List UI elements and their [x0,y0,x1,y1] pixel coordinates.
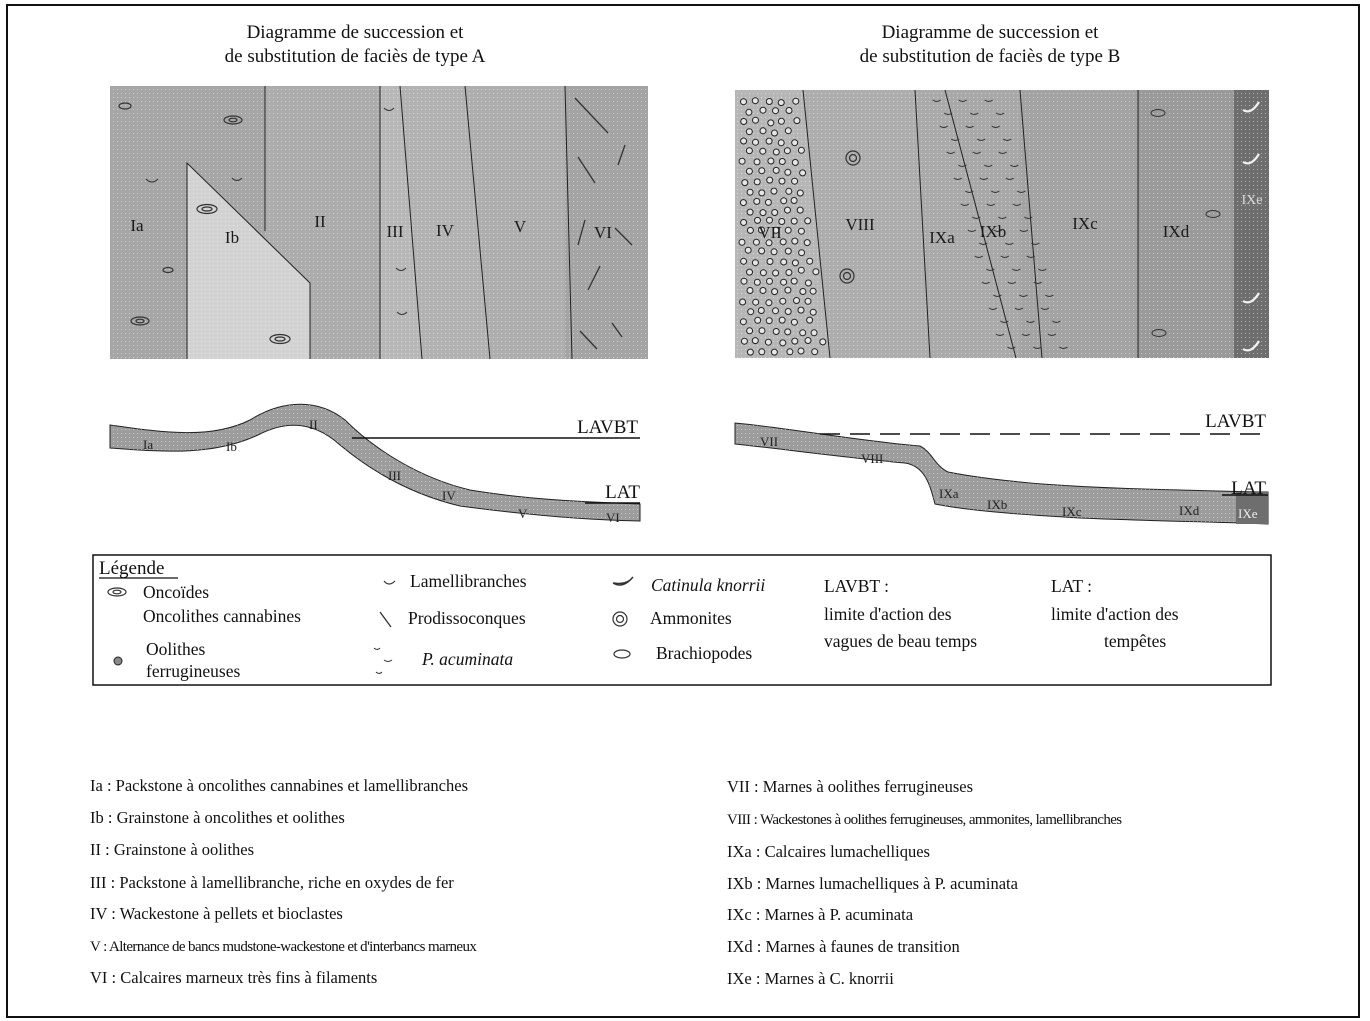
profile-a-label-vi: VI [606,510,620,525]
legend-p-acuminata: P. acuminata [421,649,513,669]
block-a-label-ia: Ia [130,216,144,235]
desc-ib: Ib : Grainstone à oncolithes et oolithes [90,808,345,827]
legend-prodissoconques: Prodissoconques [408,608,526,628]
legend-lat-title: LAT : [1051,576,1092,596]
profile-b-label-ixa: IXa [939,486,959,501]
legend-brachiopode-icon [613,649,631,659]
legend-ammonite-icon [612,611,628,627]
desc-ia: Ia : Packstone à oncolithes cannabines e… [90,776,468,795]
legend-p-acuminata-icon [373,647,393,674]
block-b-label-vii: VII [758,223,782,242]
legend-lamellibranch-icon [383,580,396,585]
profile-a-label-ia: Ia [143,437,153,452]
profile-b-label-vii: VII [760,434,778,449]
block-diagram-b: VII VIII IXa IXb IXc IXd IXe [735,89,1269,359]
desc-ixe: IXe : Marnes à C. knorrii [727,969,894,988]
block-a-label-ii: II [314,212,326,231]
desc-vi: VI : Calcaires marneux très fins à filam… [90,968,377,987]
desc-vii: VII : Marnes à oolithes ferrugineuses [727,777,973,796]
p-acuminata-icons [932,99,1068,349]
block-b-label-viii: VIII [845,215,875,234]
profile-a-label-v: V [518,506,528,521]
legend-oolithe-icon [113,656,123,666]
block-diagram-a: Ia Ib II III IV V VI [110,85,648,360]
legend-brachiopodes: Brachiopodes [656,643,752,663]
profile-b-ixe-zone [1236,492,1268,524]
legend-lat-line2: tempêtes [1104,631,1166,651]
title-a-line2: de substitution de faciès de type A [225,46,486,67]
profile-b-lat-label: LAT [1231,478,1266,499]
legend-box [92,554,1272,686]
block-b-label-ixb: IXb [980,222,1006,241]
prodissoconque-icons [574,97,633,350]
legend-lavbt-line1: limite d'action des [824,604,952,624]
oncoid-icons [118,102,291,345]
desc-ii: II : Grainstone à oolithes [90,840,254,859]
legend-oncoid-icon [107,587,127,597]
profile-b-lavbt-label: LAVBT [1205,411,1266,432]
profile-a-label-iii: III [388,468,401,483]
block-a-label-v: V [514,217,527,236]
block-b-label-ixc: IXc [1072,214,1098,233]
legend-heading: Légende [99,558,164,579]
legend: Légende Oncoïdes Oncolithes cannabines O… [92,554,1272,686]
profile-b-label-ixd: IXd [1179,503,1200,518]
desc-ixd: IXd : Marnes à faunes de transition [727,937,960,956]
block-b-labels: VII VIII IXa IXb IXc IXd IXe [758,193,1262,247]
block-a-label-vi: VI [594,223,612,242]
desc-iv: IV : Wackestone à pellets et bioclastes [90,904,343,923]
legend-oncoides: Oncoïdes [143,582,209,602]
desc-ixc: IXc : Marnes à P. acuminata [727,905,914,924]
title-a-line1: Diagramme de succession et [247,22,465,43]
block-a-label-iii: III [387,222,404,241]
profile-b-label-ixe: IXe [1238,506,1258,521]
legend-catinula: Catinula knorrii [651,575,765,595]
profile-b-label-ixb: IXb [987,497,1007,512]
catinula-icons [1242,101,1260,352]
profile-a: LAVBT LAT Ia Ib II III IV V VI [109,403,641,525]
legend-lat-line1: limite d'action des [1051,604,1179,624]
lamellibranch-icons [145,107,408,315]
legend-lavbt-title: LAVBT : [824,576,889,596]
ammonite-icons [839,150,861,284]
profile-a-lat-label: LAT [605,482,640,503]
title-b-line2: de substitution de faciès de type B [860,46,1121,67]
legend-catinula-icon [612,576,634,586]
desc-ixa: IXa : Calcaires lumachelliques [727,842,930,861]
profile-a-label-iv: IV [442,488,456,503]
brachiopode-icons [1150,109,1221,337]
legend-lavbt-line2: vagues de beau temps [824,631,977,651]
desc-viii: VIII : Wackestones à oolithes ferrugineu… [727,812,1122,828]
block-b-label-ixd: IXd [1163,222,1190,241]
profile-a-lavbt-label: LAVBT [577,417,638,438]
figure-frame [6,4,1360,1018]
profile-b-label-viii: VIII [861,451,883,466]
profile-a-label-ii: II [309,417,318,432]
block-b-label-ixa: IXa [929,228,955,247]
block-a-label-iv: IV [436,221,455,240]
title-b-line1: Diagramme de succession et [882,22,1100,43]
legend-ammonites: Ammonites [650,608,732,628]
desc-v: V : Alternance de bancs mudstone-wackest… [90,939,477,955]
block-a-label-ib: Ib [225,228,239,247]
descriptions-right: VII : Marnes à oolithes ferrugineuses VI… [727,777,1123,988]
profile-b: LAVBT LAT VII VIII IXa IXb IXc IXd IXe [734,411,1269,525]
legend-lamellibranches: Lamellibranches [410,571,527,591]
desc-iii: III : Packstone à lamellibranche, riche … [90,873,454,892]
descriptions-left: Ia : Packstone à oncolithes cannabines e… [90,776,478,987]
profile-a-label-ib: Ib [226,439,237,454]
legend-oolithes: Oolithes [146,639,205,659]
legend-prodissoconque-icon [379,611,392,628]
legend-ferrugineuses: ferrugineuses [146,661,240,681]
block-a-labels: Ia Ib II III IV V VI [130,212,612,247]
legend-oncolithes: Oncolithes cannabines [143,606,301,626]
desc-ixb: IXb : Marnes lumachelliques à P. acumina… [727,874,1019,893]
block-b-label-ixe: IXe [1242,193,1263,208]
profile-b-label-ixc: IXc [1062,504,1082,519]
oolithe-icons [738,97,827,356]
